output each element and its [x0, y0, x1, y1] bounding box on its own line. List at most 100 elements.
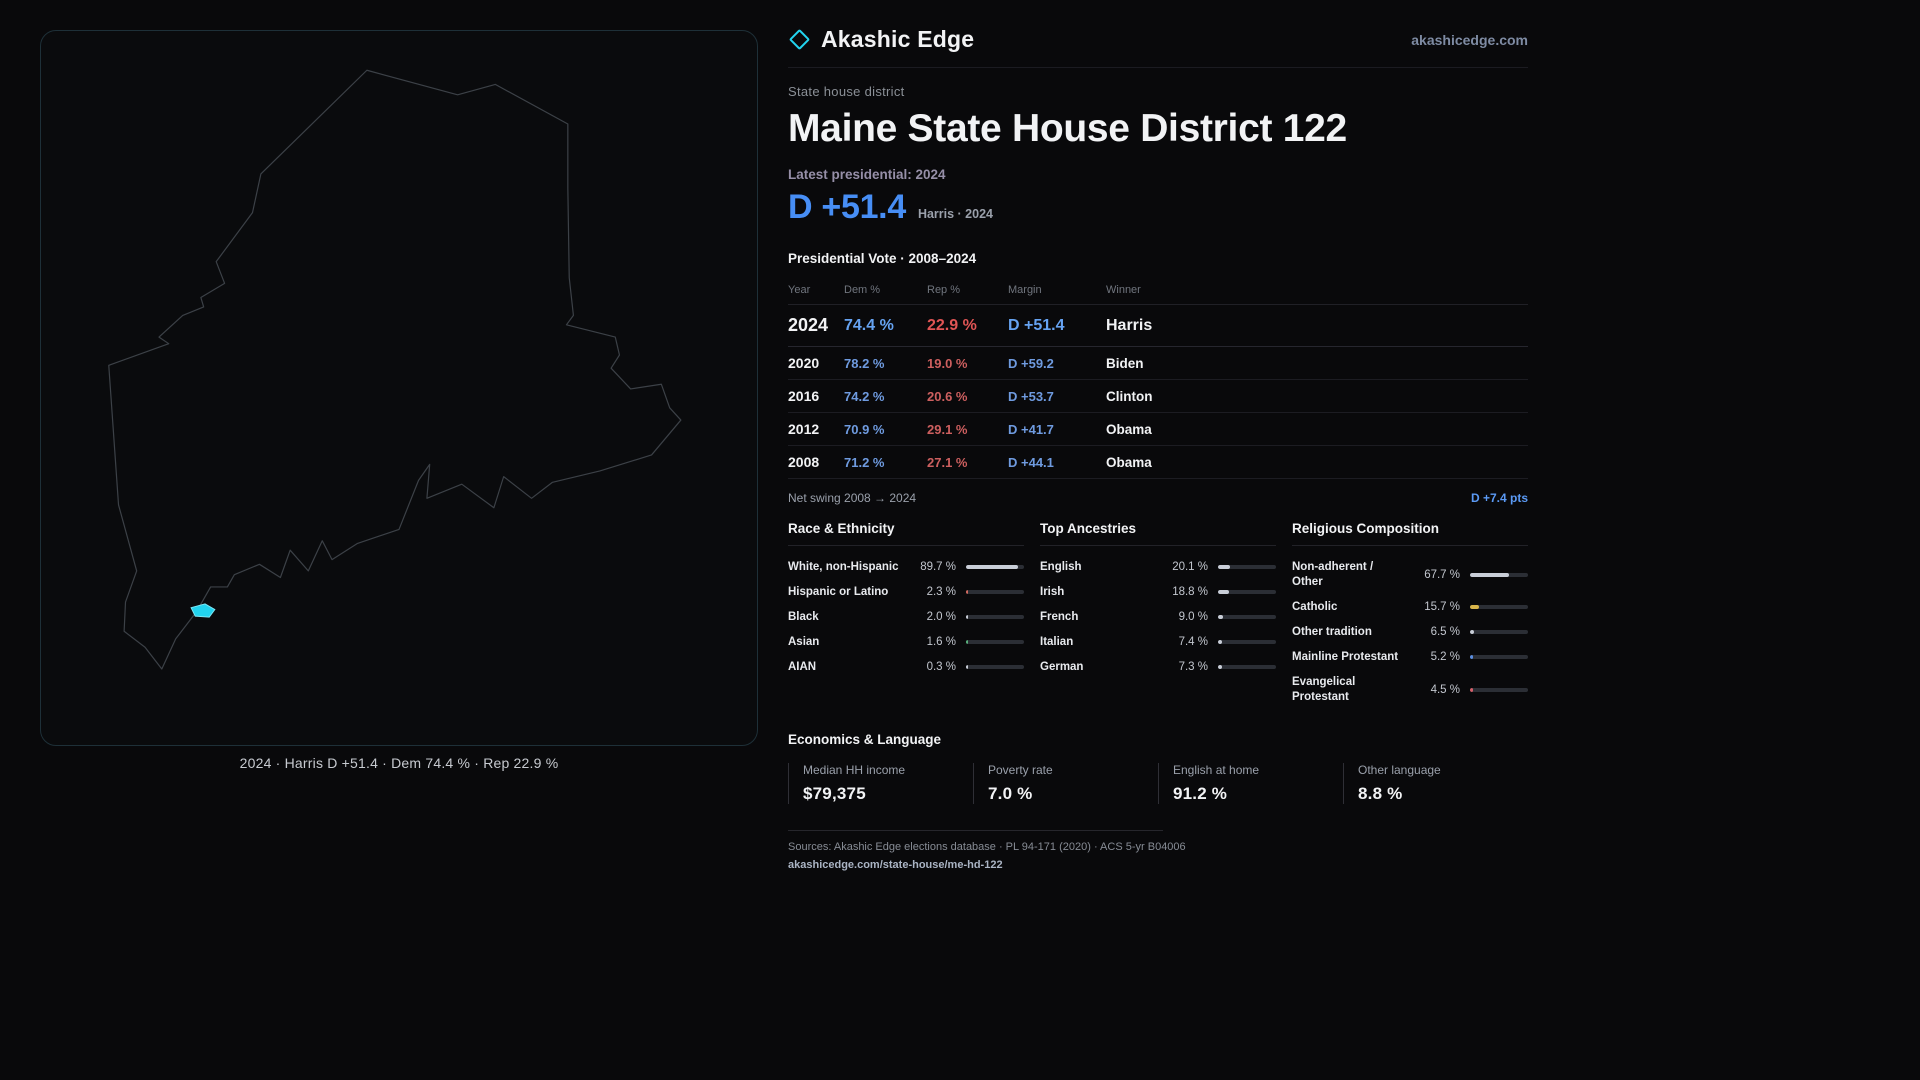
table-row: 2020 78.2 % 19.0 % D +59.2 Biden — [788, 347, 1528, 380]
demo-bar-fill — [1470, 630, 1474, 635]
demo-bar-fill — [966, 590, 968, 595]
table-row: 2024 74.4 % 22.9 % D +51.4 Harris — [788, 305, 1528, 347]
stat-english-at-home: English at home 91.2 % — [1158, 762, 1343, 804]
stat-value: 91.2 % — [1173, 783, 1228, 803]
margin-cell: D +41.7 — [1008, 421, 1054, 437]
brand-diamond-icon — [788, 28, 811, 51]
demo-row: Mainline Protestant 5.2 % — [1292, 645, 1528, 670]
col-dem: Dem % — [844, 284, 881, 296]
demo-bar-fill — [966, 640, 968, 645]
demo-bar-fill — [1470, 605, 1480, 610]
brand-name: Akashic Edge — [821, 26, 975, 52]
demo-bar-fill — [966, 615, 968, 620]
demo-label: Black — [788, 610, 819, 623]
ancestries-column: Top Ancestries English 20.1 % Irish 18.8… — [1040, 521, 1276, 710]
demo-row: Catholic 15.7 % — [1292, 595, 1528, 620]
table-row: 2016 74.2 % 20.6 % D +53.7 Clinton — [788, 380, 1528, 413]
map-caption: 2024 · Harris D +51.4 · Dem 74.4 % · Rep… — [239, 755, 559, 771]
demo-bar-fill — [966, 665, 968, 670]
winner-cell: Biden — [1106, 355, 1144, 371]
winner-cell: Harris — [1106, 316, 1153, 334]
margin-cell: D +44.1 — [1008, 454, 1054, 470]
latest-presidential-label: Latest presidential: 2024 — [788, 167, 946, 182]
demo-value: 15.7 % — [1424, 601, 1460, 614]
kicker: State house district — [788, 84, 905, 99]
table-row: 2008 71.2 % 27.1 % D +44.1 Obama — [788, 446, 1528, 479]
demo-bar — [1470, 630, 1528, 635]
dem-cell: 70.9 % — [844, 421, 885, 437]
demo-row: Black 2.0 % — [788, 605, 1024, 630]
stat-label: Median HH income — [803, 762, 906, 777]
religion-column: Religious Composition Non-adherent / Oth… — [1292, 521, 1528, 710]
dem-cell: 74.2 % — [844, 388, 885, 404]
demo-row: Non-adherent / Other 67.7 % — [1292, 555, 1528, 595]
demo-row: Hispanic or Latino 2.3 % — [788, 580, 1024, 605]
demo-label: Italian — [1040, 635, 1074, 648]
net-swing-label: Net swing 2008 → 2024 — [788, 491, 917, 505]
stat-value: 8.8 % — [1358, 783, 1403, 803]
demo-bar — [1218, 565, 1276, 570]
demo-value: 5.2 % — [1430, 651, 1460, 664]
demo-label: Catholic — [1292, 600, 1338, 613]
stat-value: 7.0 % — [988, 783, 1033, 803]
demo-bar-fill — [1470, 687, 1473, 692]
demo-bar — [966, 640, 1024, 645]
rep-cell: 22.9 % — [927, 316, 977, 334]
page-title: Maine State House District 122 — [788, 107, 1347, 150]
content-panel: Akashic Edge akashicedge.com State house… — [788, 26, 1528, 873]
demo-value: 20.1 % — [1172, 561, 1208, 574]
demo-label: English — [1040, 561, 1082, 573]
year-cell: 2008 — [788, 454, 820, 470]
district-marker[interactable] — [191, 604, 215, 617]
rep-cell: 27.1 % — [927, 454, 968, 470]
demo-label: Hispanic or Latino — [788, 585, 889, 598]
religion-title: Religious Composition — [1292, 521, 1528, 546]
ancestries-title: Top Ancestries — [1040, 521, 1276, 546]
demo-bar-fill — [1218, 590, 1229, 595]
demo-bar — [1470, 687, 1528, 692]
stat-other-language: Other language 8.8 % — [1343, 762, 1528, 804]
col-winner: Winner — [1106, 284, 1141, 296]
margin-cell: D +53.7 — [1008, 388, 1054, 404]
year-cell: 2012 — [788, 421, 820, 437]
demo-row: Italian 7.4 % — [1040, 630, 1276, 655]
demo-label: Non-adherent / Other — [1292, 561, 1374, 588]
demo-label: Evangelical Protestant — [1292, 675, 1356, 703]
demo-label: White, non-Hispanic — [788, 561, 899, 573]
headline-margin: D +51.4 — [788, 188, 906, 226]
dem-cell: 71.2 % — [844, 454, 885, 470]
demo-row: Other tradition 6.5 % — [1292, 620, 1528, 645]
demo-label: Irish — [1040, 585, 1065, 598]
vote-table-title: Presidential Vote · 2008–2024 — [788, 251, 977, 266]
demo-bar — [1218, 590, 1276, 595]
demo-bar-fill — [1218, 665, 1223, 670]
dem-cell: 74.4 % — [844, 316, 894, 334]
sources-line: Sources: Akashic Edge elections database… — [788, 840, 1186, 853]
brand-domain-link[interactable]: akashicedge.com — [1411, 31, 1528, 48]
col-rep: Rep % — [927, 284, 961, 296]
demo-value: 6.5 % — [1430, 626, 1460, 639]
permalink[interactable]: akashicedge.com/state-house/me-hd-122 — [788, 858, 1003, 871]
stat-median-income: Median HH income $79,375 — [788, 762, 973, 804]
rep-cell: 20.6 % — [927, 388, 968, 404]
demo-value: 7.4 % — [1178, 636, 1208, 649]
col-year: Year — [788, 284, 811, 296]
brand-row: Akashic Edge akashicedge.com — [788, 26, 1528, 68]
demo-value: 2.3 % — [926, 586, 956, 599]
demo-value: 0.3 % — [926, 661, 956, 674]
demo-bar — [1470, 572, 1528, 577]
demo-bar — [966, 665, 1024, 670]
table-row: 2012 70.9 % 29.1 % D +41.7 Obama — [788, 413, 1528, 446]
demo-label: French — [1040, 610, 1079, 623]
demo-label: Other tradition — [1292, 625, 1372, 638]
winner-cell: Obama — [1106, 454, 1152, 470]
demographics-section: Race & Ethnicity White, non-Hispanic 89.… — [788, 521, 1528, 710]
margin-cell: D +59.2 — [1008, 355, 1054, 371]
demo-row: German 7.3 % — [1040, 655, 1276, 680]
demo-row: White, non-Hispanic 89.7 % — [788, 555, 1024, 580]
winner-cell: Obama — [1106, 421, 1152, 437]
demo-label: Mainline Protestant — [1292, 650, 1399, 663]
demo-bar-fill — [1218, 615, 1224, 620]
demo-label: German — [1040, 660, 1084, 673]
demo-row: Evangelical Protestant 4.5 % — [1292, 670, 1528, 710]
